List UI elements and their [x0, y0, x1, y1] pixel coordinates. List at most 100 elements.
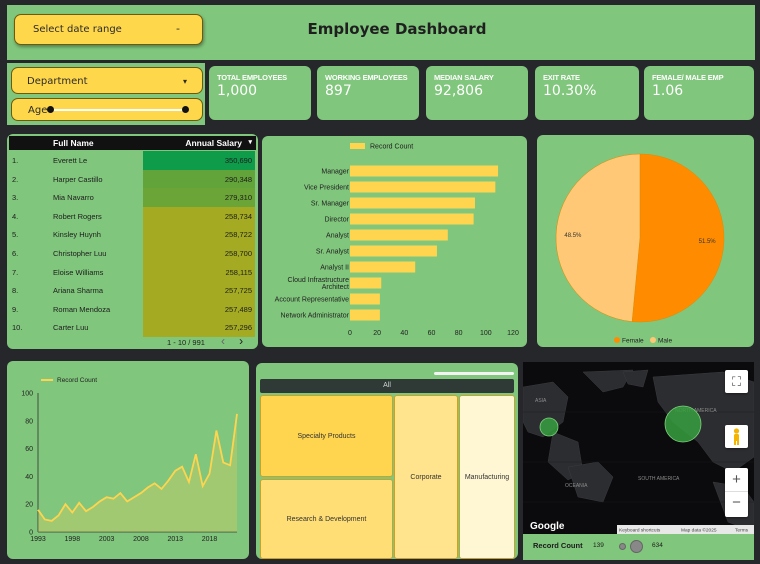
job-title-bar-chart: Record Count Manager Vice President Sr. Man… — [275, 143, 519, 337]
legend-label: Male — [658, 338, 672, 345]
keyboard-shortcuts-link: Keyboard shortcuts — [619, 528, 661, 534]
line-area — [38, 413, 237, 532]
kpi-card-female-male-ratio: FEMALE/ MALE EMP 1.06 — [644, 66, 754, 120]
date-range-label: Select date range — [33, 24, 122, 35]
x-tick-label: 2003 — [99, 536, 115, 543]
legend-label: Record Count — [370, 144, 413, 151]
row-number: 7. — [12, 267, 19, 277]
employee-name: Eloise Williams — [53, 267, 104, 277]
salary-value: 258,115 — [225, 267, 252, 277]
table-row[interactable]: 8. Ariana Sharma 257,725 — [9, 281, 256, 300]
treemap-header[interactable]: All — [260, 379, 514, 393]
salary-cell: 257,725 — [143, 281, 255, 300]
treemap-cell-manufacturing[interactable]: Manufacturing — [459, 395, 515, 559]
column-header-salary[interactable]: Annual Salary — [185, 138, 242, 148]
bar — [350, 277, 382, 289]
prev-page-icon[interactable]: ‹ — [221, 334, 226, 348]
salary-value: 258,734 — [224, 211, 252, 221]
zoom-in-button[interactable]: + — [725, 468, 748, 492]
treemap-scroll-indicator — [434, 372, 514, 375]
salary-value: 258,722 — [224, 230, 252, 240]
x-tick-label: 1993 — [30, 536, 46, 543]
category-label: Sr. Manager — [311, 201, 350, 208]
kpi-label: MEDIAN SALARY — [434, 73, 494, 82]
street-view-pegman-button[interactable] — [725, 425, 748, 448]
x-tick-label: 100 — [480, 330, 492, 337]
table-row[interactable]: 5. Kinsley Huynh 258,722 — [9, 225, 256, 244]
map-bubble-small[interactable] — [539, 417, 559, 437]
bar — [350, 229, 448, 241]
y-tick-label: 20 — [25, 502, 33, 509]
age-slider[interactable]: Age — [11, 98, 203, 121]
kpi-value: 897 — [325, 83, 352, 99]
map-legend-label: Record Count — [533, 541, 583, 550]
table-row[interactable]: 4. Robert Rogers 258,734 — [9, 206, 256, 226]
employee-name: Harper Castillo — [53, 174, 103, 184]
legend-dot — [614, 337, 620, 343]
table-row[interactable]: 1. Everett Le 350,690 — [9, 151, 256, 170]
y-tick-label: 40 — [25, 474, 33, 481]
employee-name: Everett Le — [53, 156, 88, 165]
map-bubble-large[interactable] — [664, 405, 702, 443]
kpi-card-median-salary: MEDIAN SALARY 92,806 — [426, 66, 528, 120]
column-header-name[interactable]: Full Name — [53, 138, 94, 148]
bar — [350, 197, 475, 209]
category-label: Network Administrator — [281, 313, 350, 320]
y-tick-label: 80 — [25, 418, 33, 425]
gender-pie-chart: 51.5% 48.5% Female Male — [555, 153, 725, 345]
date-range-picker[interactable]: Select date range - — [14, 14, 203, 45]
row-number: 4. — [12, 211, 19, 221]
map-region-label: ASIA — [535, 398, 547, 404]
treemap-cell-specialty-products[interactable]: Specialty Products — [260, 395, 393, 477]
zoom-control: + − — [725, 468, 748, 517]
table-row[interactable]: 9. Roman Mendoza 257,489 — [9, 299, 256, 319]
sort-desc-icon[interactable]: ▾ — [248, 139, 252, 146]
employee-name: Ariana Sharma — [53, 286, 104, 296]
kpi-label: EXIT RATE — [543, 73, 580, 82]
legend-swatch — [350, 143, 365, 149]
treemap-cell-corporate[interactable]: Corporate — [394, 395, 458, 559]
treemap-cell-research-development[interactable]: Research & Development — [260, 479, 393, 559]
row-number: 10. — [12, 323, 23, 333]
salary-cell: 258,734 — [143, 206, 255, 226]
x-tick-label: 40 — [400, 330, 408, 337]
salary-value: 279,310 — [224, 193, 252, 203]
map-region-label: NORTH AMERICA — [675, 408, 717, 414]
zoom-out-button[interactable]: − — [732, 494, 741, 511]
table-row[interactable]: 6. Christopher Luu 258,700 — [9, 244, 256, 263]
kpi-card-working-employees: WORKING EMPLOYEES 897 — [317, 66, 419, 120]
department-dropdown[interactable]: Department ▾ — [11, 67, 203, 94]
table-row[interactable]: 2. Harper Castillo 290,348 — [9, 169, 256, 189]
legend-small-bubble — [619, 543, 626, 550]
page-title: Employee Dashboard — [307, 20, 487, 38]
category-label: Vice President — [304, 185, 349, 192]
category-label: Manager — [321, 169, 349, 176]
salary-value: 258,700 — [224, 249, 252, 258]
x-tick-label: 120 — [507, 330, 519, 337]
slider-min-handle[interactable] — [47, 106, 54, 113]
legend-label: Female — [622, 338, 644, 345]
hire-year-line-chart-panel: Record Count 0 20 40 60 80 100 1993 1998 2003 2008… — [7, 361, 249, 559]
row-number: 1. — [12, 156, 19, 165]
pegman-icon — [733, 428, 740, 445]
next-page-icon[interactable]: › — [239, 334, 244, 348]
table-row[interactable]: 10. Carter Luu 257,296 — [9, 318, 256, 337]
employee-name: Mia Navarro — [53, 193, 94, 203]
table-row[interactable]: 3. Mia Navarro 279,310 — [9, 188, 256, 207]
world-map[interactable]: ASIA OCEANIA NORTH AMERICA SOUTH AMERICA… — [523, 362, 754, 560]
map-region-label: SOUTH AMERICA — [638, 476, 680, 482]
row-number: 3. — [12, 193, 19, 203]
category-label: Account Representative — [275, 297, 349, 304]
kpi-label: TOTAL EMPLOYEES — [217, 73, 287, 82]
table-row[interactable]: 7. Eloise Williams 258,115 — [9, 262, 256, 282]
slider-max-handle[interactable] — [182, 106, 189, 113]
salary-cell: 258,722 — [143, 225, 255, 244]
bar — [350, 165, 499, 177]
bar — [350, 181, 496, 193]
pagination: 1 - 10 / 991 ‹ › — [167, 334, 243, 348]
x-tick-label: 2018 — [202, 536, 218, 543]
salary-value: 350,690 — [224, 156, 252, 165]
fullscreen-button[interactable]: ⛶ — [725, 370, 748, 393]
legend-label: Record Count — [57, 377, 97, 384]
y-tick-label: 100 — [21, 391, 33, 398]
